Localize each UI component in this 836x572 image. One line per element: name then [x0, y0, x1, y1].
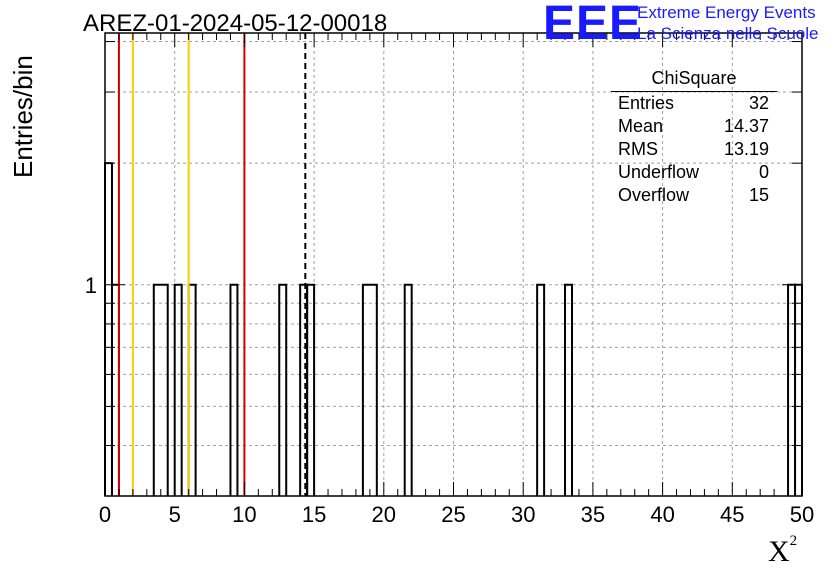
x-tick-label: 10	[232, 502, 256, 527]
stat-value: 13.19	[723, 139, 769, 159]
stat-row-mean: Mean 14.37	[611, 115, 779, 138]
stat-value: 15	[748, 185, 769, 205]
stat-label: Entries	[618, 93, 675, 113]
histogram-bin	[152, 283, 169, 496]
stat-label: RMS	[618, 139, 658, 159]
logo-text-line2: La Scienza nelle Scuole	[637, 24, 819, 43]
histogram-bin	[536, 283, 546, 496]
chart-title: AREZ-01-2024-05-12-00018	[83, 10, 388, 37]
histogram-bin	[361, 283, 378, 496]
x-tick-label: 15	[302, 502, 326, 527]
x-tick-label: 40	[650, 502, 674, 527]
x-axis-label-base: X	[768, 535, 790, 568]
stat-value: 0	[758, 162, 769, 182]
logo-text-line1: Extreme Energy Events	[637, 3, 816, 22]
y-tick-label: 1	[85, 273, 97, 298]
x-axis-label-superscript: 2	[789, 533, 798, 549]
axis-ticks	[104, 33, 803, 496]
y-tick-labels: 1	[85, 273, 97, 298]
x-tick-label: 0	[99, 502, 111, 527]
histogram-bin	[403, 283, 413, 496]
reference-lines	[117, 33, 307, 496]
histogram-bin	[306, 283, 316, 496]
stat-label: Underflow	[618, 162, 700, 182]
stat-value: 14.37	[723, 116, 769, 136]
x-tick-label: 45	[720, 502, 744, 527]
stat-label: Mean	[618, 116, 664, 136]
stats-title: ChiSquare	[611, 68, 777, 92]
eee-logo: EEE	[543, 0, 643, 50]
histogram-bin	[173, 283, 183, 496]
histogram-bin	[794, 283, 803, 496]
histogram-bin	[229, 283, 239, 496]
stat-row-overflow: Overflow 15	[611, 184, 779, 207]
grid	[105, 33, 802, 496]
x-tick-label: 35	[581, 502, 605, 527]
x-tick-label: 50	[790, 502, 814, 527]
x-tick-label: 5	[169, 502, 181, 527]
histogram-bin	[104, 162, 113, 496]
x-tick-labels: 0 5 10 15 20 25 30 35 40 45 50	[99, 502, 814, 527]
x-axis-label: X2	[768, 533, 798, 569]
histogram-bin	[187, 283, 197, 496]
x-tick-label: 30	[511, 502, 535, 527]
x-tick-label: 20	[372, 502, 396, 527]
y-axis-label: Entries/bin	[8, 55, 38, 178]
histogram-bin	[278, 283, 288, 496]
stat-label: Overflow	[618, 185, 690, 205]
stats-box: ChiSquare Entries 32 Mean 14.37 RMS 13.1…	[611, 68, 779, 207]
histogram-bin	[787, 283, 797, 496]
histogram-bin	[110, 283, 120, 496]
stat-row-rms: RMS 13.19	[611, 138, 779, 161]
histogram-bin	[564, 283, 573, 496]
stat-value: 32	[748, 93, 769, 113]
stat-row-underflow: Underflow 0	[611, 161, 779, 184]
x-tick-label: 25	[441, 502, 465, 527]
stat-row-entries: Entries 32	[611, 92, 779, 115]
